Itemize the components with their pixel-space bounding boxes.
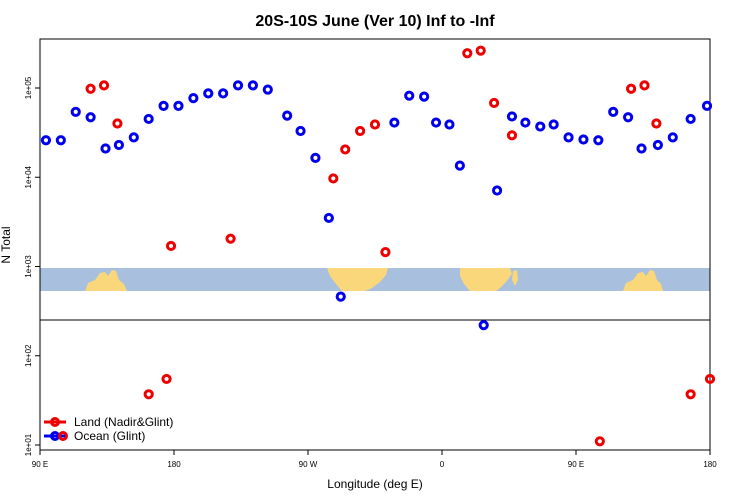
y-tick-label: 1e+04: [24, 165, 33, 188]
data-point-ocean: [218, 88, 229, 99]
data-point-ocean: [685, 113, 696, 125]
data-point-ocean: [563, 132, 574, 143]
legend-land-marker: [50, 417, 60, 427]
data-point-land: [475, 45, 486, 56]
data-point-land: [112, 118, 123, 129]
data-point-ocean: [100, 143, 111, 154]
legend-ocean-marker-red: [58, 431, 68, 441]
data-point-land: [685, 389, 696, 400]
data-point-ocean: [636, 143, 647, 154]
data-point-land: [594, 436, 605, 447]
data-point-ocean: [506, 111, 518, 122]
data-point-ocean: [113, 139, 125, 151]
data-points: [40, 45, 716, 447]
data-point-land: [98, 80, 110, 91]
chart-title: 20S-10S June (Ver 10) Inf to -Inf: [255, 13, 495, 30]
data-point-ocean: [323, 212, 334, 224]
x-axis-ticks: 90 E 180 90 W 0 90 E 180: [32, 450, 717, 469]
data-point-land: [369, 119, 381, 130]
data-point-land: [489, 97, 500, 109]
data-point-ocean: [667, 132, 678, 143]
y-axis-ticks: 1e+01 1e+02 1e+03 1e+04 1e+05: [24, 76, 40, 456]
data-point-ocean: [262, 84, 273, 95]
data-point-ocean: [578, 134, 589, 145]
land-australia-right: [623, 270, 663, 291]
data-point-ocean: [158, 100, 169, 112]
legend-ocean-label: Ocean (Glint): [74, 429, 145, 443]
data-point-ocean: [478, 320, 489, 331]
data-point-ocean: [310, 152, 321, 163]
data-point-ocean: [608, 106, 619, 117]
data-point-ocean: [203, 88, 214, 99]
data-point-land: [380, 246, 391, 258]
land-south-america: [327, 268, 388, 291]
y-tick-label: 1e+03: [24, 255, 33, 278]
land-africa: [460, 268, 512, 291]
data-point-ocean: [454, 160, 465, 171]
data-point-ocean: [419, 91, 430, 102]
data-point-ocean: [173, 100, 184, 112]
data-point-ocean: [55, 135, 66, 146]
data-point-ocean: [247, 80, 259, 91]
data-point-ocean: [535, 121, 546, 132]
data-point-land: [651, 118, 662, 129]
data-point-ocean: [548, 119, 559, 130]
data-point-ocean: [282, 110, 293, 121]
data-point-land: [355, 125, 366, 137]
data-point-land: [161, 373, 172, 385]
data-point-land: [165, 240, 177, 252]
data-point-land: [143, 389, 154, 400]
data-point-ocean: [128, 132, 139, 143]
y-axis-label: N Total: [0, 226, 13, 263]
legend-item-ocean: Ocean (Glint): [44, 429, 145, 443]
land-australia-left: [85, 270, 127, 291]
x-tick-label: 90 E: [568, 460, 584, 469]
data-point-ocean: [70, 106, 81, 117]
data-point-ocean: [40, 135, 52, 146]
data-point-land: [85, 83, 96, 94]
data-point-ocean: [188, 93, 199, 104]
data-point-ocean: [430, 117, 442, 128]
data-point-ocean: [652, 139, 663, 151]
data-point-ocean: [593, 135, 604, 146]
x-tick-label: 180: [167, 460, 181, 469]
data-point-ocean: [404, 90, 415, 101]
x-axis-label: Longitude (deg E): [327, 477, 422, 491]
x-tick-label: 90 W: [299, 460, 318, 469]
data-point-ocean: [335, 291, 346, 302]
legend: Land (Nadir&Glint) Ocean (Glint): [44, 415, 173, 443]
data-point-ocean: [232, 80, 244, 91]
y-tick-label: 1e+01: [24, 433, 33, 456]
data-point-ocean: [444, 119, 455, 130]
data-point-land: [506, 130, 518, 141]
data-point-ocean: [520, 117, 531, 128]
data-point-ocean: [623, 112, 634, 123]
land-madagascar: [512, 270, 518, 286]
y-tick-label: 1e+02: [24, 344, 33, 367]
data-point-ocean: [85, 112, 96, 123]
x-tick-label: 180: [703, 460, 717, 469]
data-point-ocean: [143, 113, 154, 125]
data-point-ocean: [295, 125, 306, 137]
data-point-land: [340, 144, 351, 155]
data-point-land: [462, 48, 473, 59]
legend-land-label: Land (Nadir&Glint): [74, 415, 173, 429]
data-point-ocean: [701, 100, 713, 112]
data-point-ocean: [491, 185, 503, 196]
data-point-land: [225, 233, 236, 244]
plot-frame: [39, 38, 711, 451]
y-tick-label: 1e+05: [24, 76, 33, 99]
map-strip: [40, 268, 710, 291]
legend-item-land: Land (Nadir&Glint): [44, 415, 173, 429]
data-point-land: [704, 373, 716, 385]
data-point-land: [625, 83, 637, 94]
x-tick-label: 0: [440, 460, 445, 469]
x-tick-label: 90 E: [32, 460, 48, 469]
data-point-land: [328, 173, 339, 184]
data-point-ocean: [389, 117, 400, 128]
data-point-land: [639, 80, 650, 91]
